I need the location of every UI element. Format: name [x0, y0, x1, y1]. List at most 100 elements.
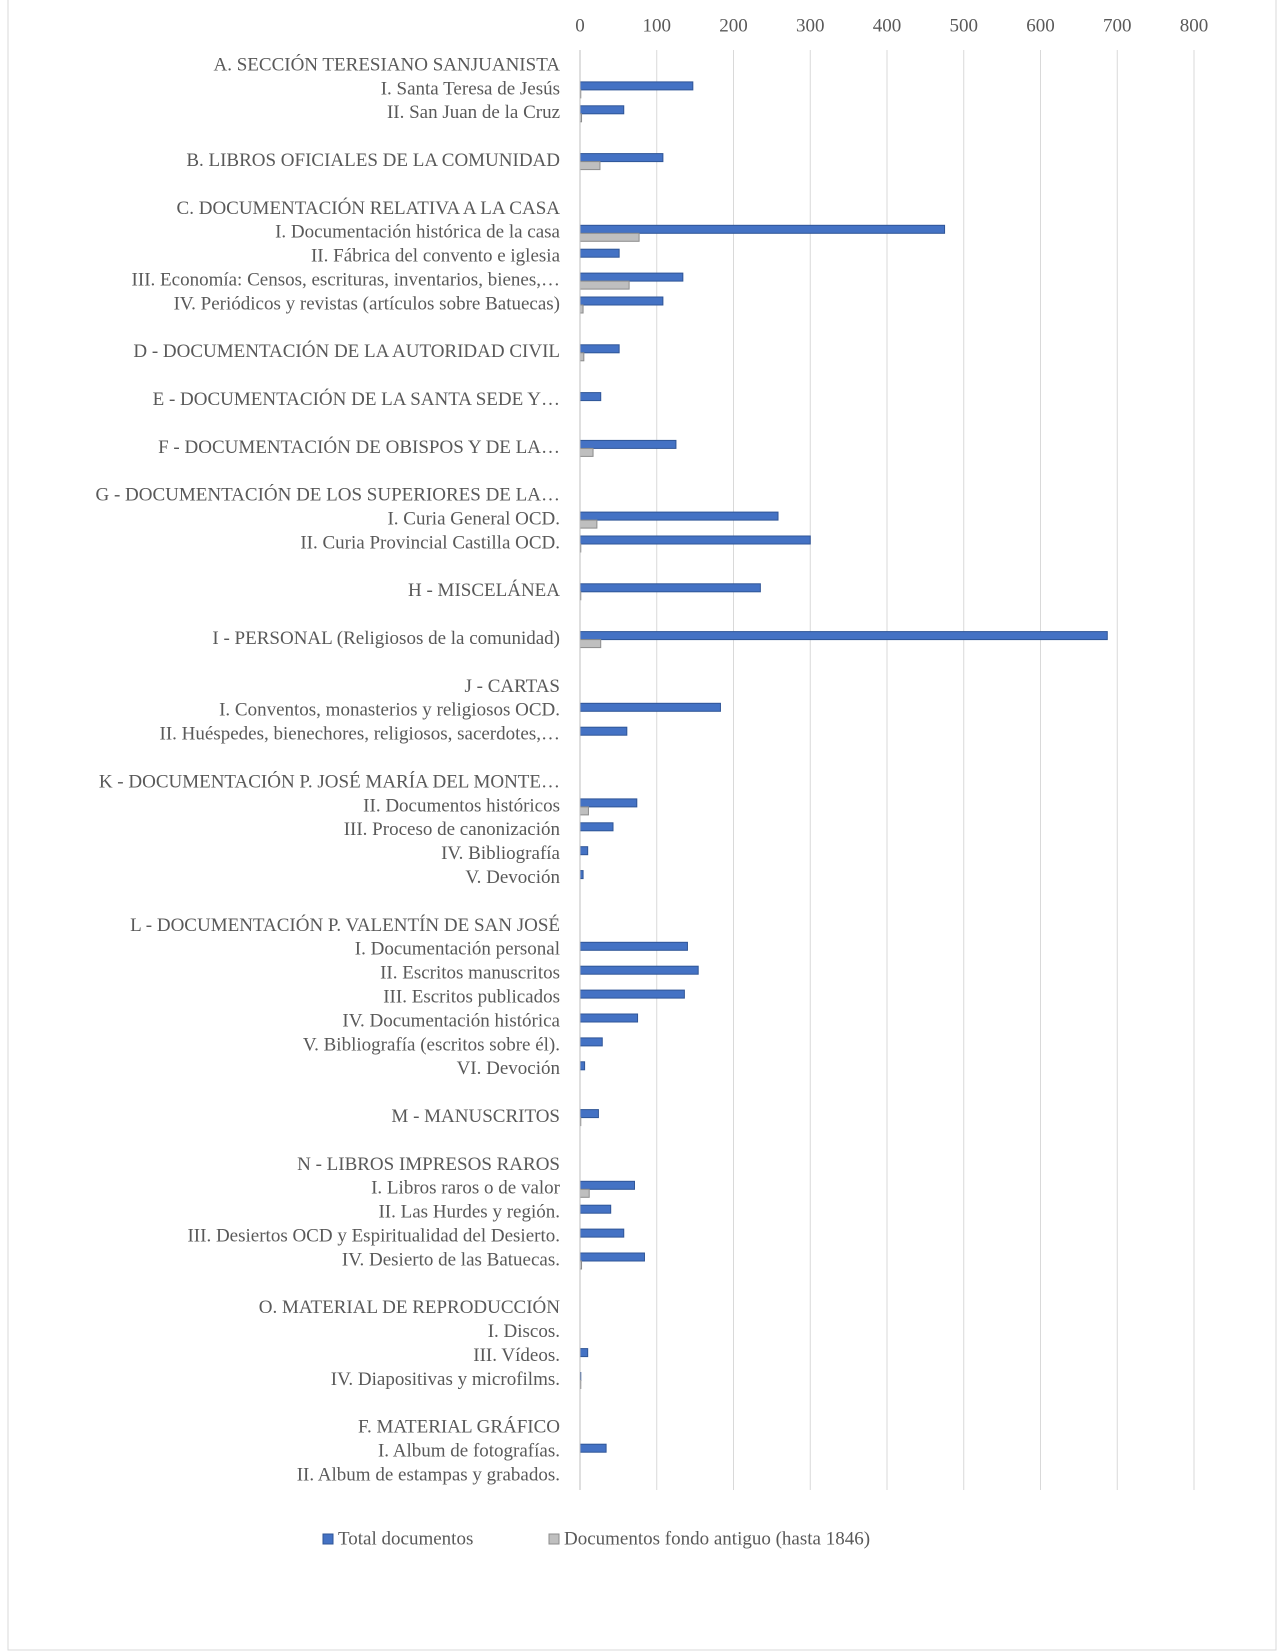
y-tick-label: I. Discos. [488, 1321, 560, 1342]
y-tick-label: C. DOCUMENTACIÓN RELATIVA A LA CASA [177, 197, 561, 219]
y-tick-label: B. LIBROS OFICIALES DE LA COMUNIDAD [186, 150, 560, 171]
y-tick-label: III. Proceso de canonización [344, 819, 561, 840]
y-tick-label: I. Curia General OCD. [387, 508, 560, 529]
bar [579, 296, 664, 306]
y-tick-label: V. Bibliografía (escritos sobre él). [303, 1034, 560, 1055]
y-tick-label: F. MATERIAL GRÁFICO [358, 1416, 560, 1438]
bar [579, 965, 699, 975]
y-tick-label: II. San Juan de la Cruz [387, 102, 560, 123]
bar [579, 344, 620, 354]
bar [579, 639, 602, 649]
bar [579, 798, 638, 808]
y-tick-label: I. Documentación histórica de la casa [275, 222, 560, 243]
y-tick-label: I. Libros raros o de valor [371, 1178, 561, 1199]
x-tick-label: 500 [950, 15, 979, 36]
bar [579, 1037, 603, 1047]
y-tick-label: E - DOCUMENTACIÓN DE LA SANTA SEDE Y… [153, 388, 560, 410]
legend-marker [322, 1533, 334, 1545]
y-tick-label: M - MANUSCRITOS [391, 1106, 560, 1127]
y-tick-label: II. Huéspedes, bienechores, religiosos, … [160, 724, 560, 745]
y-tick-label: L - DOCUMENTACIÓN P. VALENTÍN DE SAN JOS… [130, 914, 560, 936]
bar [579, 583, 761, 593]
bar [579, 105, 625, 115]
bar [579, 631, 1108, 641]
y-tick-label: IV. Bibliografía [441, 843, 560, 864]
y-tick-label: III. Vídeos. [473, 1345, 560, 1366]
y-tick-label: F - DOCUMENTACIÓN DE OBISPOS Y DE LA… [158, 436, 560, 458]
bar [579, 846, 589, 856]
y-tick-label: II. Album de estampas y grabados. [297, 1464, 560, 1485]
y-tick-label: IV. Diapositivas y microfilms. [331, 1369, 560, 1390]
y-tick-label: II. Documentos históricos [363, 795, 560, 816]
bar [579, 1188, 590, 1198]
bar [579, 232, 640, 242]
y-tick-label: I. Conventos, monasterios y religiosos O… [219, 700, 560, 721]
y-tick-label: III. Economía: Censos, escrituras, inven… [132, 269, 560, 290]
y-tick-label: II. Curia Provincial Castilla OCD. [300, 532, 560, 553]
x-tick-label: 600 [1026, 15, 1055, 36]
bar [579, 941, 688, 951]
x-tick-label: 700 [1103, 15, 1132, 36]
bar [579, 1180, 635, 1190]
y-tick-label: N - LIBROS IMPRESOS RAROS [297, 1154, 560, 1175]
legend-label: Total documentos [338, 1528, 473, 1549]
y-tick-label: III. Desiertos OCD y Espiritualidad del … [187, 1225, 560, 1246]
y-tick-label: III. Escritos publicados [383, 986, 560, 1007]
bar [579, 1204, 612, 1214]
bar [579, 1443, 607, 1453]
bar [579, 1228, 625, 1238]
y-tick-label: I. Documentación personal [355, 939, 560, 960]
y-tick-label: H - MISCELÁNEA [408, 579, 560, 601]
x-tick-label: 300 [796, 15, 825, 36]
chart-border [7, 0, 1277, 1651]
x-tick-label: 0 [575, 15, 585, 36]
x-tick-label: 400 [873, 15, 902, 36]
bar [579, 1061, 586, 1071]
legend-marker [548, 1533, 560, 1545]
bar [579, 535, 811, 545]
legend-label: Documentos fondo antiguo (hasta 1846) [564, 1528, 870, 1549]
bar [579, 1348, 589, 1358]
y-tick-label: G - DOCUMENTACIÓN DE LOS SUPERIORES DE L… [95, 484, 560, 506]
y-tick-label: D - DOCUMENTACIÓN DE LA AUTORIDAD CIVIL [133, 340, 560, 362]
bar [579, 702, 721, 712]
y-tick-label: O. MATERIAL DE REPRODUCCIÓN [259, 1296, 560, 1318]
bar [579, 352, 585, 362]
bar [579, 280, 630, 290]
x-tick-label: 100 [643, 15, 672, 36]
bar [579, 272, 684, 282]
bar [579, 806, 589, 816]
bar [579, 153, 664, 163]
bar [579, 822, 614, 832]
y-tick-label: K - DOCUMENTACIÓN P. JOSÉ MARÍA DEL MONT… [99, 770, 560, 792]
bar [579, 447, 594, 457]
bar [579, 989, 685, 999]
y-tick-label: I. Santa Teresa de Jesús [381, 78, 560, 99]
y-tick-label: IV. Desierto de las Batuecas. [342, 1249, 560, 1270]
y-tick-label: V. Devoción [465, 867, 560, 888]
y-tick-label: IV. Documentación histórica [342, 1010, 560, 1031]
y-tick-label: II. Fábrica del convento e iglesia [311, 246, 561, 267]
bar [579, 392, 602, 402]
y-tick-label: VI. Devoción [457, 1058, 561, 1079]
bar [579, 1109, 599, 1119]
bar [579, 511, 779, 521]
x-tick-label: 200 [719, 15, 748, 36]
y-tick-label: I. Album de fotografías. [378, 1441, 560, 1462]
y-tick-label: II. Escritos manuscritos [380, 963, 560, 984]
bar [579, 81, 694, 91]
x-tick-label: 800 [1180, 15, 1209, 36]
y-tick-label: A. SECCIÓN TERESIANO SANJUANISTA [214, 53, 561, 75]
bar [579, 224, 946, 234]
bar [579, 726, 628, 736]
bar [579, 1252, 645, 1262]
y-tick-label: IV. Periódicos y revistas (artículos sob… [174, 293, 560, 314]
bar [579, 439, 677, 449]
bar [579, 161, 601, 171]
bar [579, 248, 620, 258]
bar [579, 1013, 639, 1023]
y-tick-label: I - PERSONAL (Religiosos de la comunidad… [212, 628, 560, 649]
y-tick-label: II. Las Hurdes y región. [378, 1202, 560, 1223]
y-tick-label: J - CARTAS [464, 676, 560, 697]
